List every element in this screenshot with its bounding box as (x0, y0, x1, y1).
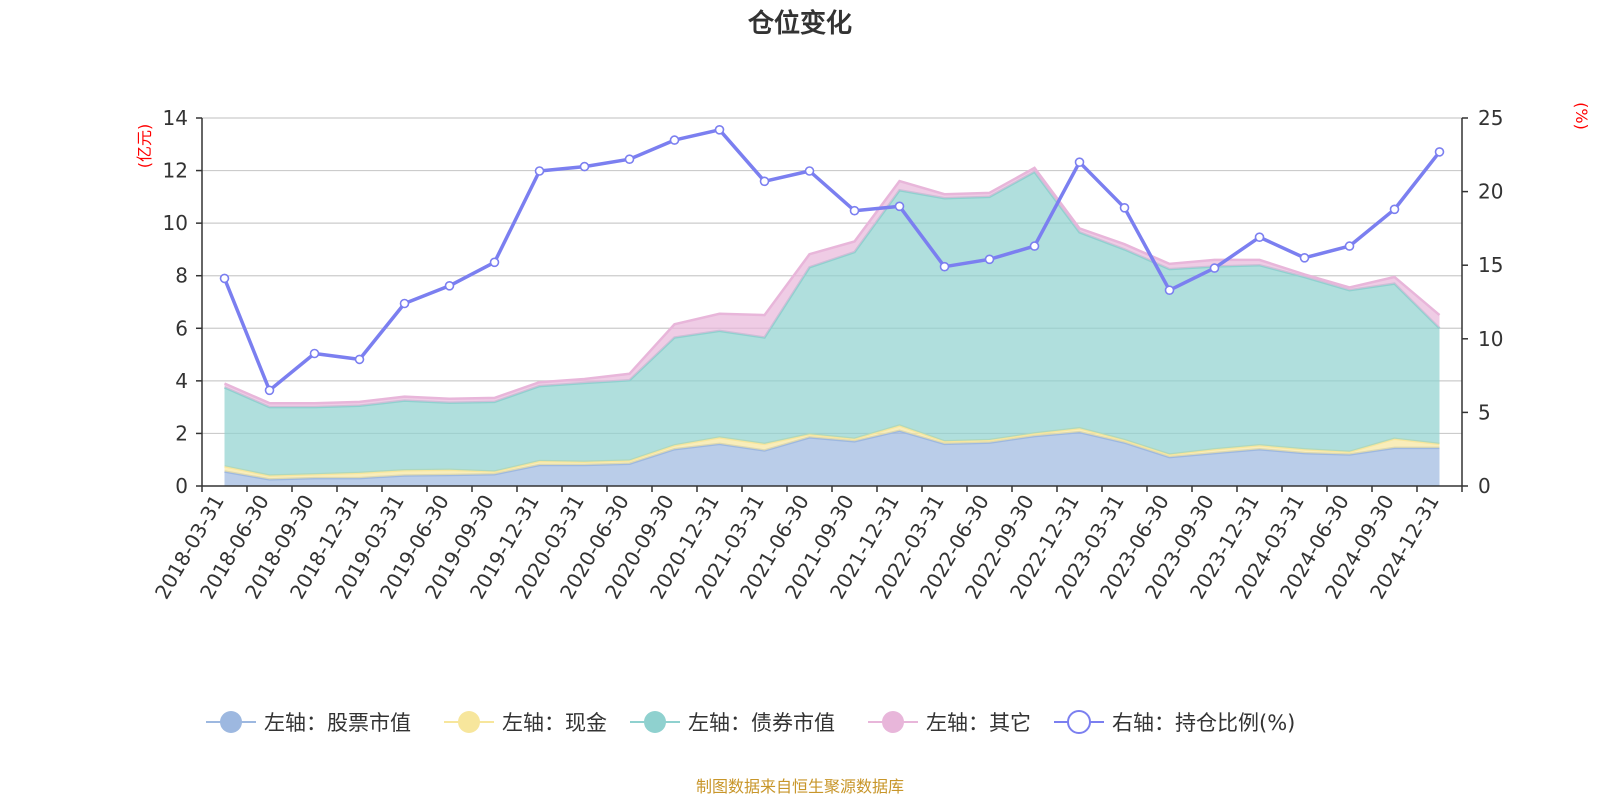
ratio-point (264, 385, 275, 396)
area-series-2 (224, 171, 1440, 476)
legend-label: 左轴：股票市值 (264, 711, 411, 735)
right-tick-label: 10 (1478, 327, 1503, 351)
ratio-point (894, 201, 905, 212)
legend-label: 右轴：持仓比例(%) (1112, 711, 1295, 735)
right-tick-label: 5 (1478, 400, 1491, 424)
legend-item-0[interactable]: 左轴：股票市值 (206, 711, 411, 735)
ratio-point (1074, 157, 1085, 167)
ratio-point (1119, 203, 1130, 213)
legend: 左轴：股票市值 左轴：现金 左轴：债券市值 左轴：其它 右轴：持仓比例(%) (206, 710, 1295, 735)
legend-label: 左轴：债券市值 (688, 711, 835, 735)
left-tick-label: 6 (175, 316, 188, 340)
area-series-0 (224, 430, 1440, 486)
ratio-point (444, 280, 455, 291)
legend-label: 左轴：其它 (926, 711, 1031, 735)
right-tick-label: 25 (1478, 106, 1503, 130)
area-series-edge-3 (223, 166, 1441, 405)
left-tick-label: 10 (163, 211, 188, 235)
legend-marker (882, 711, 904, 733)
ratio-point (354, 354, 365, 365)
left-tick-label: 2 (175, 421, 188, 445)
left-tick-label: 12 (163, 159, 188, 183)
ratio-point (804, 166, 815, 176)
legend-item-1[interactable]: 左轴：现金 (444, 711, 607, 735)
ratio-point (1164, 285, 1175, 296)
chart-title: 仓位变化 (747, 8, 852, 39)
ratio-point (1299, 252, 1310, 263)
ratio-point (1254, 232, 1265, 242)
left-tick-label: 8 (175, 264, 188, 288)
ratio-point (219, 273, 230, 284)
legend-marker (1067, 710, 1091, 734)
ratio-point (1209, 263, 1220, 273)
ratio-point (939, 261, 950, 272)
left-tick-label: 0 (175, 474, 188, 498)
right-axis-unit: (%) (1572, 102, 1591, 130)
left-tick-label: 4 (175, 369, 188, 393)
right-tick-label: 20 (1478, 180, 1503, 204)
ratio-line (219, 125, 1445, 396)
legend-item-4[interactable]: 右轴：持仓比例(%) (1054, 710, 1295, 735)
legend-marker (644, 711, 666, 733)
ratio-point (1434, 147, 1445, 157)
left-tick-label: 14 (163, 106, 188, 130)
ratio-point (624, 154, 635, 164)
right-tick-label: 15 (1478, 253, 1503, 277)
ratio-point (714, 125, 725, 135)
ratio-point (579, 161, 590, 172)
ratio-point (849, 205, 860, 216)
ratio-point (489, 257, 500, 268)
right-tick-label: 0 (1478, 474, 1491, 498)
legend-item-3[interactable]: 左轴：其它 (868, 711, 1031, 735)
area-series-1 (224, 425, 1440, 480)
ratio-point (1029, 241, 1040, 251)
legend-item-2[interactable]: 左轴：债券市值 (630, 711, 835, 735)
ratio-point (759, 176, 770, 187)
ratio-point (984, 254, 995, 265)
ratio-point (1344, 241, 1355, 251)
ratio-point (399, 298, 410, 309)
left-axis-unit: (亿元) (135, 124, 154, 169)
ratio-point (669, 135, 680, 145)
stacked-areas (223, 166, 1441, 486)
data-source-note: 制图数据来自恒生聚源数据库 (696, 777, 904, 796)
legend-label: 左轴：现金 (502, 711, 607, 735)
legend-marker (220, 711, 242, 733)
ratio-series-line (222, 128, 1441, 393)
legend-marker (458, 711, 480, 733)
ratio-point (1389, 204, 1400, 215)
ratio-point (534, 166, 545, 176)
ratio-point (309, 348, 320, 359)
